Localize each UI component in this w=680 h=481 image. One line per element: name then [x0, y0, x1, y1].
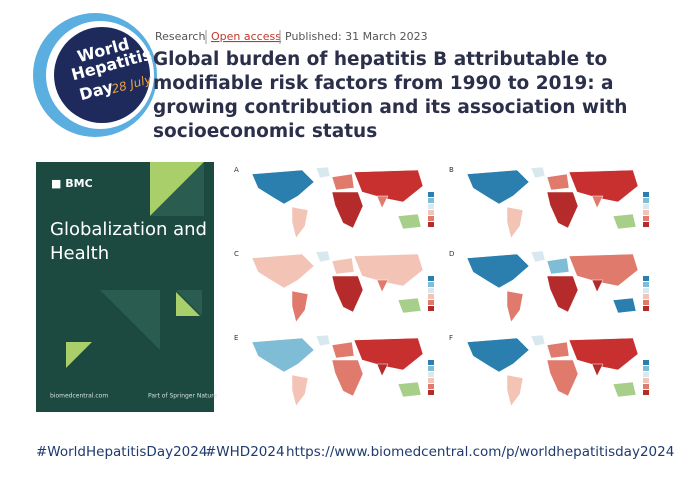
- region: [331, 359, 364, 397]
- map-panel: D: [449, 250, 649, 323]
- region: [331, 191, 364, 229]
- publisher-name: BMC: [65, 177, 92, 190]
- region: [315, 166, 331, 179]
- region: [612, 297, 637, 314]
- article-title: Global burden of hepatitis B attributabl…: [153, 49, 628, 142]
- region: [530, 334, 546, 347]
- region: [251, 337, 315, 373]
- region: [376, 279, 389, 293]
- region: [376, 195, 389, 209]
- map-legend: [643, 360, 649, 395]
- hashtag: #WorldHepatitisDay2024: [36, 444, 207, 460]
- region: [546, 341, 570, 359]
- map-legend: [428, 360, 434, 395]
- url: https://www.biomedcentral.com/p/worldhep…: [286, 444, 674, 460]
- region: [251, 169, 315, 205]
- region: [331, 257, 355, 275]
- region: [466, 253, 530, 289]
- region: [530, 250, 546, 263]
- cover-site: biomedcentral.com: [50, 393, 108, 400]
- map-panel: C: [234, 250, 434, 323]
- journal-name: Globalization and Health: [50, 219, 207, 264]
- publisher: ■ BMC: [51, 177, 93, 190]
- region: [397, 297, 422, 314]
- region: [546, 191, 579, 229]
- hashtag: #WHD2024: [205, 444, 285, 460]
- region: [591, 279, 604, 293]
- region: [291, 206, 309, 239]
- cover-springer: Part of Springer Nature: [148, 393, 218, 400]
- region: [568, 169, 639, 203]
- region: [530, 166, 546, 179]
- region: [568, 337, 639, 371]
- map-panel: E: [234, 334, 434, 407]
- region: [612, 381, 637, 398]
- region: [612, 213, 637, 230]
- map-legend: [643, 192, 649, 227]
- region: [591, 195, 604, 209]
- region: [546, 257, 570, 275]
- map-legend: [643, 276, 649, 311]
- map-figure: A B C D E F: [234, 166, 649, 407]
- region: [506, 290, 524, 323]
- region: [466, 169, 530, 205]
- region: [506, 206, 524, 239]
- map-panel: F: [449, 334, 649, 407]
- region: [315, 250, 331, 263]
- region: [546, 275, 579, 313]
- region: [291, 374, 309, 407]
- region: [291, 290, 309, 323]
- map-panel: A: [234, 166, 434, 239]
- region: [397, 381, 422, 398]
- logo: World Hepatitis Day 28 July: [33, 13, 157, 137]
- region: [568, 253, 639, 287]
- region: [353, 169, 424, 203]
- panel-label: A: [234, 166, 239, 174]
- panel-label: B: [449, 166, 454, 174]
- region: [353, 253, 424, 287]
- journal-cover: ■ BMC Globalization and Health biomedcen…: [36, 162, 218, 412]
- region: [546, 359, 579, 397]
- region: [331, 275, 364, 313]
- region: [251, 253, 315, 289]
- region: [466, 337, 530, 373]
- open-access: Open access: [211, 30, 281, 43]
- region: [397, 213, 422, 230]
- article-type: Research: [155, 30, 205, 43]
- map-panel: B: [449, 166, 649, 239]
- map-legend: [428, 192, 434, 227]
- region: [546, 173, 570, 191]
- panel-label: D: [449, 250, 454, 258]
- region: [591, 363, 604, 377]
- region: [315, 334, 331, 347]
- region: [331, 341, 355, 359]
- region: [506, 374, 524, 407]
- region: [353, 337, 424, 371]
- region: [376, 363, 389, 377]
- panel-label: E: [234, 334, 238, 342]
- map-legend: [428, 276, 434, 311]
- panel-label: F: [449, 334, 453, 342]
- panel-label: C: [234, 250, 239, 258]
- published: Published: 31 March 2023: [285, 30, 428, 43]
- region: [331, 173, 355, 191]
